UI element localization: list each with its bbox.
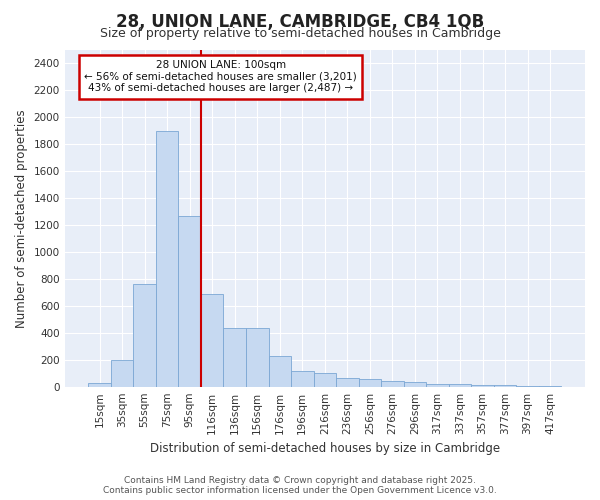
Bar: [494, 385, 516, 386]
Bar: [359, 378, 381, 386]
Bar: [426, 384, 449, 386]
Bar: [201, 294, 223, 386]
Bar: [471, 384, 494, 386]
Bar: [111, 360, 133, 386]
Text: Size of property relative to semi-detached houses in Cambridge: Size of property relative to semi-detach…: [100, 28, 500, 40]
Bar: [246, 328, 269, 386]
Bar: [133, 284, 156, 386]
Bar: [336, 378, 359, 386]
Text: 28, UNION LANE, CAMBRIDGE, CB4 1QB: 28, UNION LANE, CAMBRIDGE, CB4 1QB: [116, 12, 484, 30]
Bar: [178, 216, 201, 386]
Bar: [449, 384, 471, 386]
Bar: [156, 131, 178, 386]
Text: 28 UNION LANE: 100sqm
← 56% of semi-detached houses are smaller (3,201)
43% of s: 28 UNION LANE: 100sqm ← 56% of semi-deta…: [85, 60, 357, 94]
Bar: [88, 384, 111, 386]
Bar: [404, 382, 426, 386]
Text: Contains HM Land Registry data © Crown copyright and database right 2025.
Contai: Contains HM Land Registry data © Crown c…: [103, 476, 497, 495]
X-axis label: Distribution of semi-detached houses by size in Cambridge: Distribution of semi-detached houses by …: [150, 442, 500, 455]
Bar: [381, 382, 404, 386]
Bar: [269, 356, 291, 386]
Y-axis label: Number of semi-detached properties: Number of semi-detached properties: [15, 109, 28, 328]
Bar: [223, 328, 246, 386]
Bar: [314, 372, 336, 386]
Bar: [291, 371, 314, 386]
